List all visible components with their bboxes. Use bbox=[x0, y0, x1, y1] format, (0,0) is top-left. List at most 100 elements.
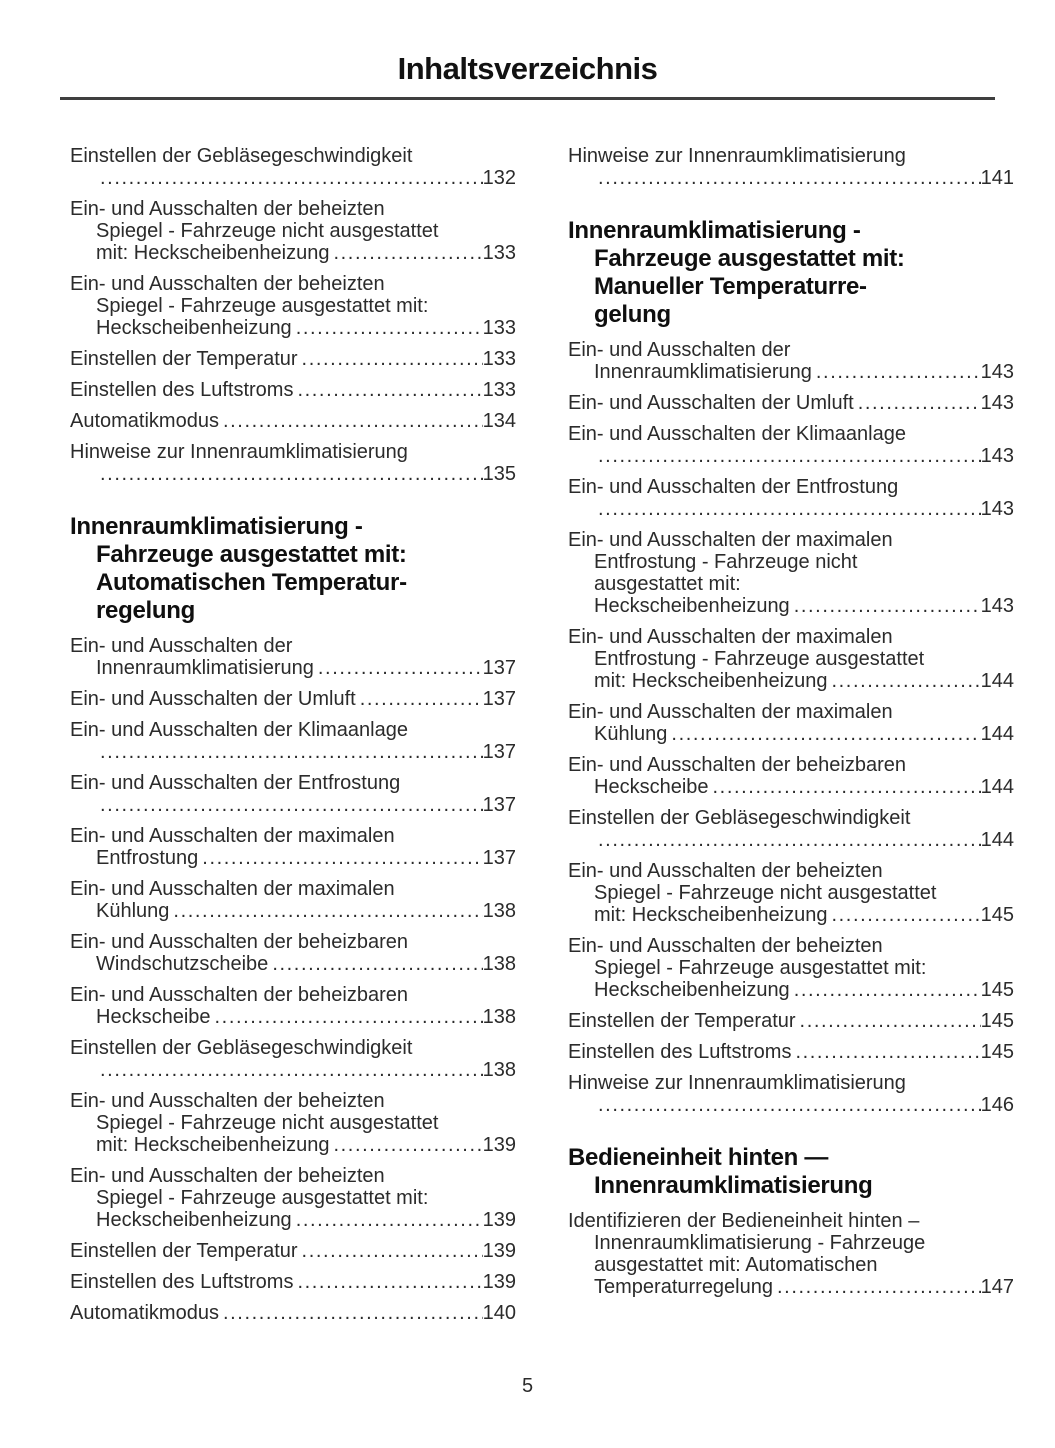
dot-leader: ........................................… bbox=[333, 242, 482, 264]
toc-entry-last-row: Automatikmodus..........................… bbox=[70, 410, 516, 432]
toc-entry-page-number: 138 bbox=[482, 1006, 516, 1028]
toc-entry: Ein- und Ausschalten der Innenraumklimati… bbox=[568, 339, 1014, 383]
toc-entry: Einstellen des Luftstroms...............… bbox=[568, 1041, 1014, 1063]
toc-entry-line: Ein- und Ausschalten der Entfrostung bbox=[568, 476, 899, 498]
dot-leader: ........................................… bbox=[831, 670, 980, 692]
toc-entry-page-number: 146 bbox=[980, 1094, 1014, 1116]
dot-leader: ........................................… bbox=[359, 688, 483, 710]
toc-entry: Ein- und Ausschalten der beheizbaren Wind… bbox=[70, 931, 516, 975]
toc-entry-page-number: 138 bbox=[482, 900, 516, 922]
toc-entry-page-number: 138 bbox=[482, 953, 516, 975]
toc-entry: Einstellen des Luftstroms...............… bbox=[70, 379, 516, 401]
toc-entry: Ein- und Ausschalten der beheizten Spiege… bbox=[70, 1165, 516, 1231]
toc-entry-text: Kühlung bbox=[594, 723, 668, 745]
toc-entry-page-number: 137 bbox=[482, 741, 516, 763]
toc-column-left: Einstellen der Gebläsegeschwindigkeit...… bbox=[70, 145, 516, 1333]
toc-section-heading: Innenraumklimatisierung - Fahrzeuge ausge… bbox=[70, 513, 516, 625]
toc-entry-line: Ein- und Ausschalten der beheizten bbox=[70, 1090, 385, 1112]
toc-entry-line: Einstellen der Gebläsegeschwindigkeit bbox=[70, 145, 413, 167]
toc-entry: Ein- und Ausschalten der maximalen Entfro… bbox=[70, 825, 516, 869]
toc-entry-line: Ein- und Ausschalten der beheizten bbox=[70, 273, 385, 295]
toc-entry-text: mit: Heckscheibenheizung bbox=[594, 904, 828, 926]
toc-entry-last-row: ........................................… bbox=[568, 829, 1014, 851]
toc-entry-text: Innenraumklimatisierung bbox=[594, 361, 812, 383]
dot-leader: ........................................… bbox=[297, 1271, 482, 1293]
dot-leader: ........................................… bbox=[222, 1302, 483, 1324]
toc-entry-text: Innenraumklimatisierung bbox=[96, 657, 314, 679]
toc-entry-page-number: 139 bbox=[482, 1271, 516, 1293]
toc-entry: Einstellen der Temperatur...............… bbox=[568, 1010, 1014, 1032]
toc-entry-last-row: ........................................… bbox=[70, 167, 516, 189]
dot-leader: ........................................… bbox=[793, 979, 981, 1001]
dot-leader: ........................................… bbox=[214, 1006, 483, 1028]
toc-entry-line: Ein- und Ausschalten der maximalen bbox=[70, 878, 395, 900]
toc-entry-page-number: 145 bbox=[980, 1041, 1014, 1063]
dot-leader: ........................................… bbox=[222, 410, 483, 432]
dot-leader: ........................................… bbox=[598, 498, 981, 520]
toc-entry-line: Identifizieren der Bedieneinheit hinten … bbox=[568, 1210, 920, 1232]
toc-entry-page-number: 137 bbox=[482, 688, 516, 710]
toc-entry-last-row: Innenraumklimatisierung.................… bbox=[70, 657, 516, 679]
dot-leader: ........................................… bbox=[100, 794, 483, 816]
dot-leader: ........................................… bbox=[100, 463, 483, 485]
toc-entry-line: ausgestattet mit: Automatischen bbox=[594, 1254, 878, 1276]
toc-entry-last-row: Heckscheibenheizung.....................… bbox=[568, 979, 1014, 1001]
toc-entry: Ein- und Ausschalten der beheizten Spiege… bbox=[568, 860, 1014, 926]
toc-entry-line: Ein- und Ausschalten der Klimaanlage bbox=[70, 719, 408, 741]
dot-leader: ........................................… bbox=[598, 167, 981, 189]
dot-leader: ........................................… bbox=[301, 348, 483, 370]
toc-entry: Ein- und Ausschalten der beheizbaren Heck… bbox=[70, 984, 516, 1028]
toc-entry-line: Ein- und Ausschalten der maximalen bbox=[568, 701, 893, 723]
toc-entry-last-row: ........................................… bbox=[70, 794, 516, 816]
toc-entry-last-row: mit: Heckscheibenheizung................… bbox=[70, 242, 516, 264]
toc-entry-last-row: Einstellen der Temperatur...............… bbox=[568, 1010, 1014, 1032]
toc-entry-page-number: 135 bbox=[482, 463, 516, 485]
toc-entry-text: Einstellen der Temperatur bbox=[70, 348, 298, 370]
toc-entry-line: Spiegel - Fahrzeuge nicht ausgestattet bbox=[96, 1112, 439, 1134]
toc-entry-text: Einstellen der Temperatur bbox=[70, 1240, 298, 1262]
toc-entry-line: Hinweise zur Innenraumklimatisierung bbox=[70, 441, 408, 463]
dot-leader: ........................................… bbox=[173, 900, 482, 922]
toc-entry-line: Ein- und Ausschalten der maximalen bbox=[568, 529, 893, 551]
dot-leader: ........................................… bbox=[333, 1134, 482, 1156]
toc-entry-page-number: 133 bbox=[482, 348, 516, 370]
toc-section-heading-line: Fahrzeuge ausgestattet mit: bbox=[594, 245, 905, 272]
toc-entry-text: Automatikmodus bbox=[70, 1302, 219, 1324]
toc-entry-last-row: ........................................… bbox=[568, 1094, 1014, 1116]
toc-entry-last-row: ........................................… bbox=[568, 167, 1014, 189]
toc-entry-text: Einstellen des Luftstroms bbox=[70, 1271, 294, 1293]
footer-page-number: 5 bbox=[521, 1375, 534, 1397]
toc-section-heading: Bedieneinheit hinten — Innenraumklimatisi… bbox=[568, 1144, 1014, 1200]
toc-section-heading-line: gelung bbox=[594, 301, 671, 328]
toc-entry-text: Einstellen des Luftstroms bbox=[70, 379, 294, 401]
toc-entry-line: Entfrostung - Fahrzeuge ausgestattet bbox=[594, 648, 925, 670]
toc-entry: Hinweise zur Innenraumklimatisierung....… bbox=[70, 441, 516, 485]
toc-entry-text: Heckscheibenheizung bbox=[594, 979, 790, 1001]
toc-entry: Hinweise zur Innenraumklimatisierung....… bbox=[568, 145, 1014, 189]
toc-entry-text: Heckscheibe bbox=[96, 1006, 211, 1028]
toc-entry-last-row: Heckscheibenheizung.....................… bbox=[70, 1209, 516, 1231]
toc-entry-text: mit: Heckscheibenheizung bbox=[96, 242, 330, 264]
dot-leader: ........................................… bbox=[295, 1209, 483, 1231]
toc-entry: Ein- und Ausschalten der Entfrostung....… bbox=[568, 476, 1014, 520]
toc-entry-last-row: Einstellen der Temperatur...............… bbox=[70, 1240, 516, 1262]
toc-entry-text: Windschutzscheibe bbox=[96, 953, 269, 975]
toc-entry: Einstellen der Gebläsegeschwindigkeit...… bbox=[70, 1037, 516, 1081]
dot-leader: ........................................… bbox=[100, 741, 483, 763]
toc-entry-page-number: 144 bbox=[980, 723, 1014, 745]
toc-entry-last-row: ........................................… bbox=[568, 498, 1014, 520]
toc-entry-last-row: ........................................… bbox=[70, 741, 516, 763]
toc-entry-last-row: Kühlung.................................… bbox=[568, 723, 1014, 745]
toc-entry-line: Ein- und Ausschalten der bbox=[568, 339, 791, 361]
toc-entry: Einstellen des Luftstroms...............… bbox=[70, 1271, 516, 1293]
toc-section-heading-line: Bedieneinheit hinten — bbox=[568, 1144, 829, 1171]
toc-entry: Identifizieren der Bedieneinheit hinten … bbox=[568, 1210, 1014, 1298]
dot-leader: ........................................… bbox=[317, 657, 483, 679]
toc-entry-line: Spiegel - Fahrzeuge nicht ausgestattet bbox=[594, 882, 937, 904]
toc-entry-last-row: ........................................… bbox=[70, 1059, 516, 1081]
toc-entry-last-row: mit: Heckscheibenheizung................… bbox=[70, 1134, 516, 1156]
toc-entry-last-row: Heckscheibe.............................… bbox=[568, 776, 1014, 798]
toc-entry-last-row: Einstellen des Luftstroms...............… bbox=[70, 379, 516, 401]
toc-entry-line: ausgestattet mit: bbox=[594, 573, 741, 595]
toc-section-heading-line: Innenraumklimatisierung bbox=[594, 1172, 873, 1199]
